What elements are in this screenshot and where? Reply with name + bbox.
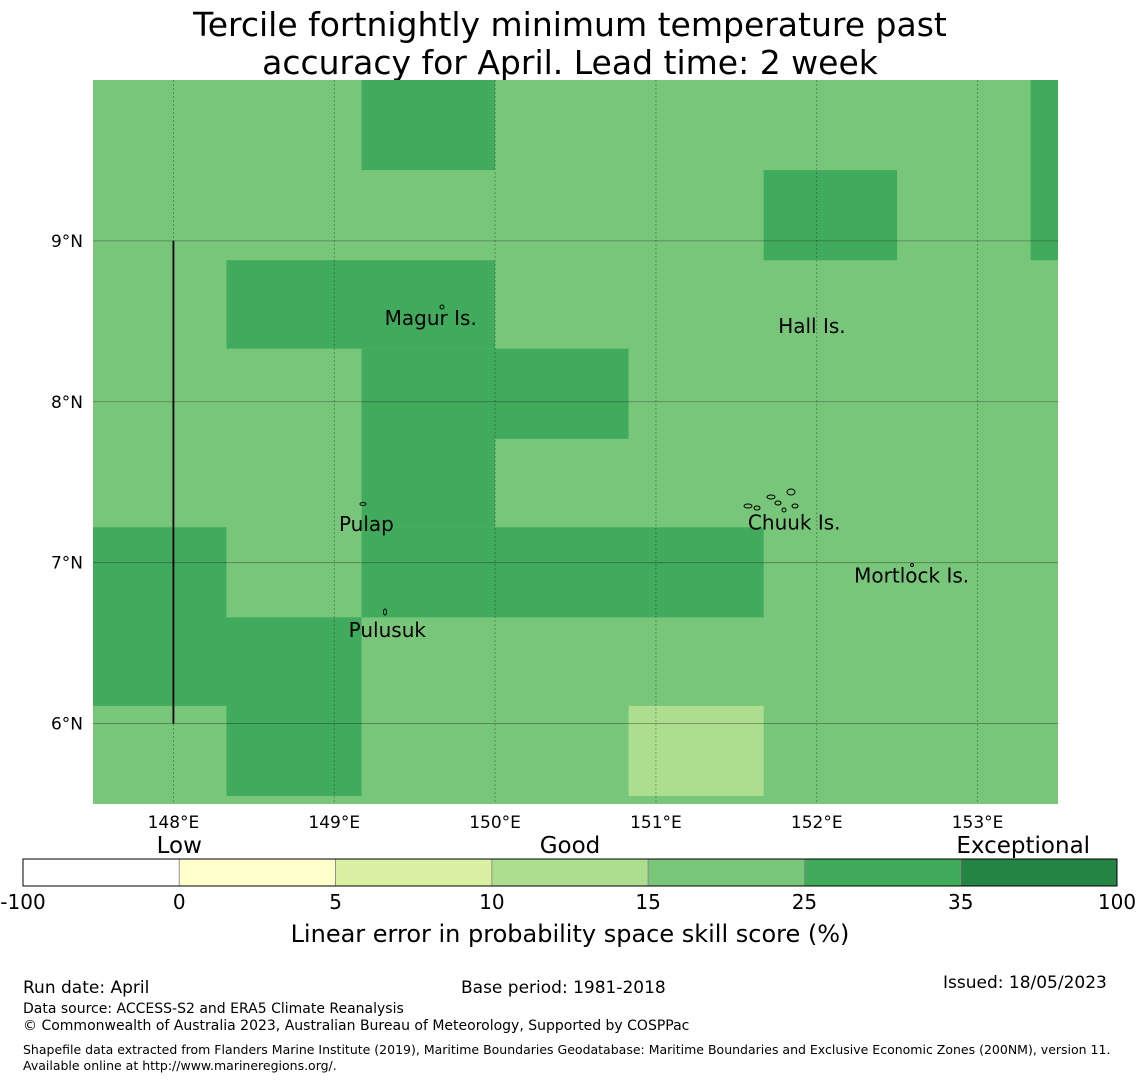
skill-cell <box>763 170 898 261</box>
legend-category-label: Exceptional <box>956 833 1090 859</box>
place-label: Magur Is. <box>385 306 477 330</box>
place-label: Chuuk Is. <box>748 510 841 534</box>
place-label: Mortlock Is. <box>854 564 969 588</box>
legend-category-label: Good <box>540 833 601 859</box>
island-outline <box>439 304 445 310</box>
map-title: Tercile fortnightly minimum temperature … <box>0 6 1140 82</box>
lat-tick-label: 8°N <box>51 393 83 413</box>
lon-tick-label: 149°E <box>308 813 360 833</box>
island-outline <box>359 502 367 506</box>
colorbar-bin <box>647 858 805 887</box>
skill-cell <box>628 705 764 796</box>
lon-tick-label: 148°E <box>148 813 200 833</box>
colorbar-tick-label: 5 <box>329 890 342 914</box>
lat-tick-label: 9°N <box>51 232 83 252</box>
island-outline <box>781 507 787 513</box>
colorbar-tick-label: -100 <box>0 890 45 914</box>
skill-cell <box>361 80 496 171</box>
skill-cell <box>361 348 496 528</box>
island-outline <box>910 563 914 567</box>
lat-tick-label: 6°N <box>51 715 83 735</box>
skill-cell <box>1030 80 1058 261</box>
legend-category-label: Low <box>157 833 202 859</box>
colorbar-bin <box>335 858 493 887</box>
place-label: Pulusuk <box>349 618 427 642</box>
lon-tick-label: 153°E <box>952 813 1004 833</box>
colorbar-bin <box>960 858 1118 887</box>
place-label: Pulap <box>339 512 394 536</box>
island-outline <box>766 494 776 500</box>
skill-cell <box>495 348 629 439</box>
colorbar-tick-label: 100 <box>1098 890 1136 914</box>
skill-cell <box>361 527 764 618</box>
copyright: © Commonwealth of Australia 2023, Austra… <box>23 1018 690 1034</box>
lon-tick-label: 151°E <box>630 813 682 833</box>
colorbar-bin <box>22 858 180 887</box>
island-outline <box>753 505 761 511</box>
run-date: Run date: April <box>23 978 150 998</box>
lon-tick-label: 150°E <box>469 813 521 833</box>
colorbar-bin <box>804 858 962 887</box>
skill-cell <box>226 260 496 349</box>
base-period: Base period: 1981-2018 <box>461 978 666 998</box>
island-outline <box>774 500 782 506</box>
shapefile-credit: Shapefile data extracted from Flanders M… <box>23 1042 1111 1073</box>
colorbar-frame <box>22 858 1118 887</box>
colorbar-bin <box>178 858 336 887</box>
island-outline <box>786 488 796 496</box>
colorbar-tick-label: 35 <box>948 890 973 914</box>
data-source: Data source: ACCESS-S2 and ERA5 Climate … <box>23 1001 404 1017</box>
island-outline <box>743 503 753 509</box>
colorbar-tick-label: 10 <box>479 890 504 914</box>
lon-tick-label: 152°E <box>791 813 843 833</box>
colorbar-bin <box>491 858 649 887</box>
place-label: Hall Is. <box>778 314 845 338</box>
title-line-2: accuracy for April. Lead time: 2 week <box>262 43 878 82</box>
colorbar-tick-label: 0 <box>173 890 186 914</box>
map-figure: 148°E 149°E 150°E 151°E 152°E 153°E 9°N 8°N 7°N 6… <box>0 80 1136 948</box>
colorbar-axis-label: Linear error in probability space skill … <box>291 920 850 948</box>
island-outline <box>383 608 387 616</box>
title-line-1: Tercile fortnightly minimum temperature … <box>193 5 947 44</box>
lat-tick-label: 7°N <box>51 554 83 574</box>
skill-cell <box>93 527 227 706</box>
colorbar-tick-label: 15 <box>635 890 660 914</box>
skill-cell <box>226 617 362 796</box>
colorbar-tick-label: 25 <box>792 890 817 914</box>
island-outline <box>791 503 799 509</box>
issued-date: Issued: 18/05/2023 <box>943 973 1107 993</box>
